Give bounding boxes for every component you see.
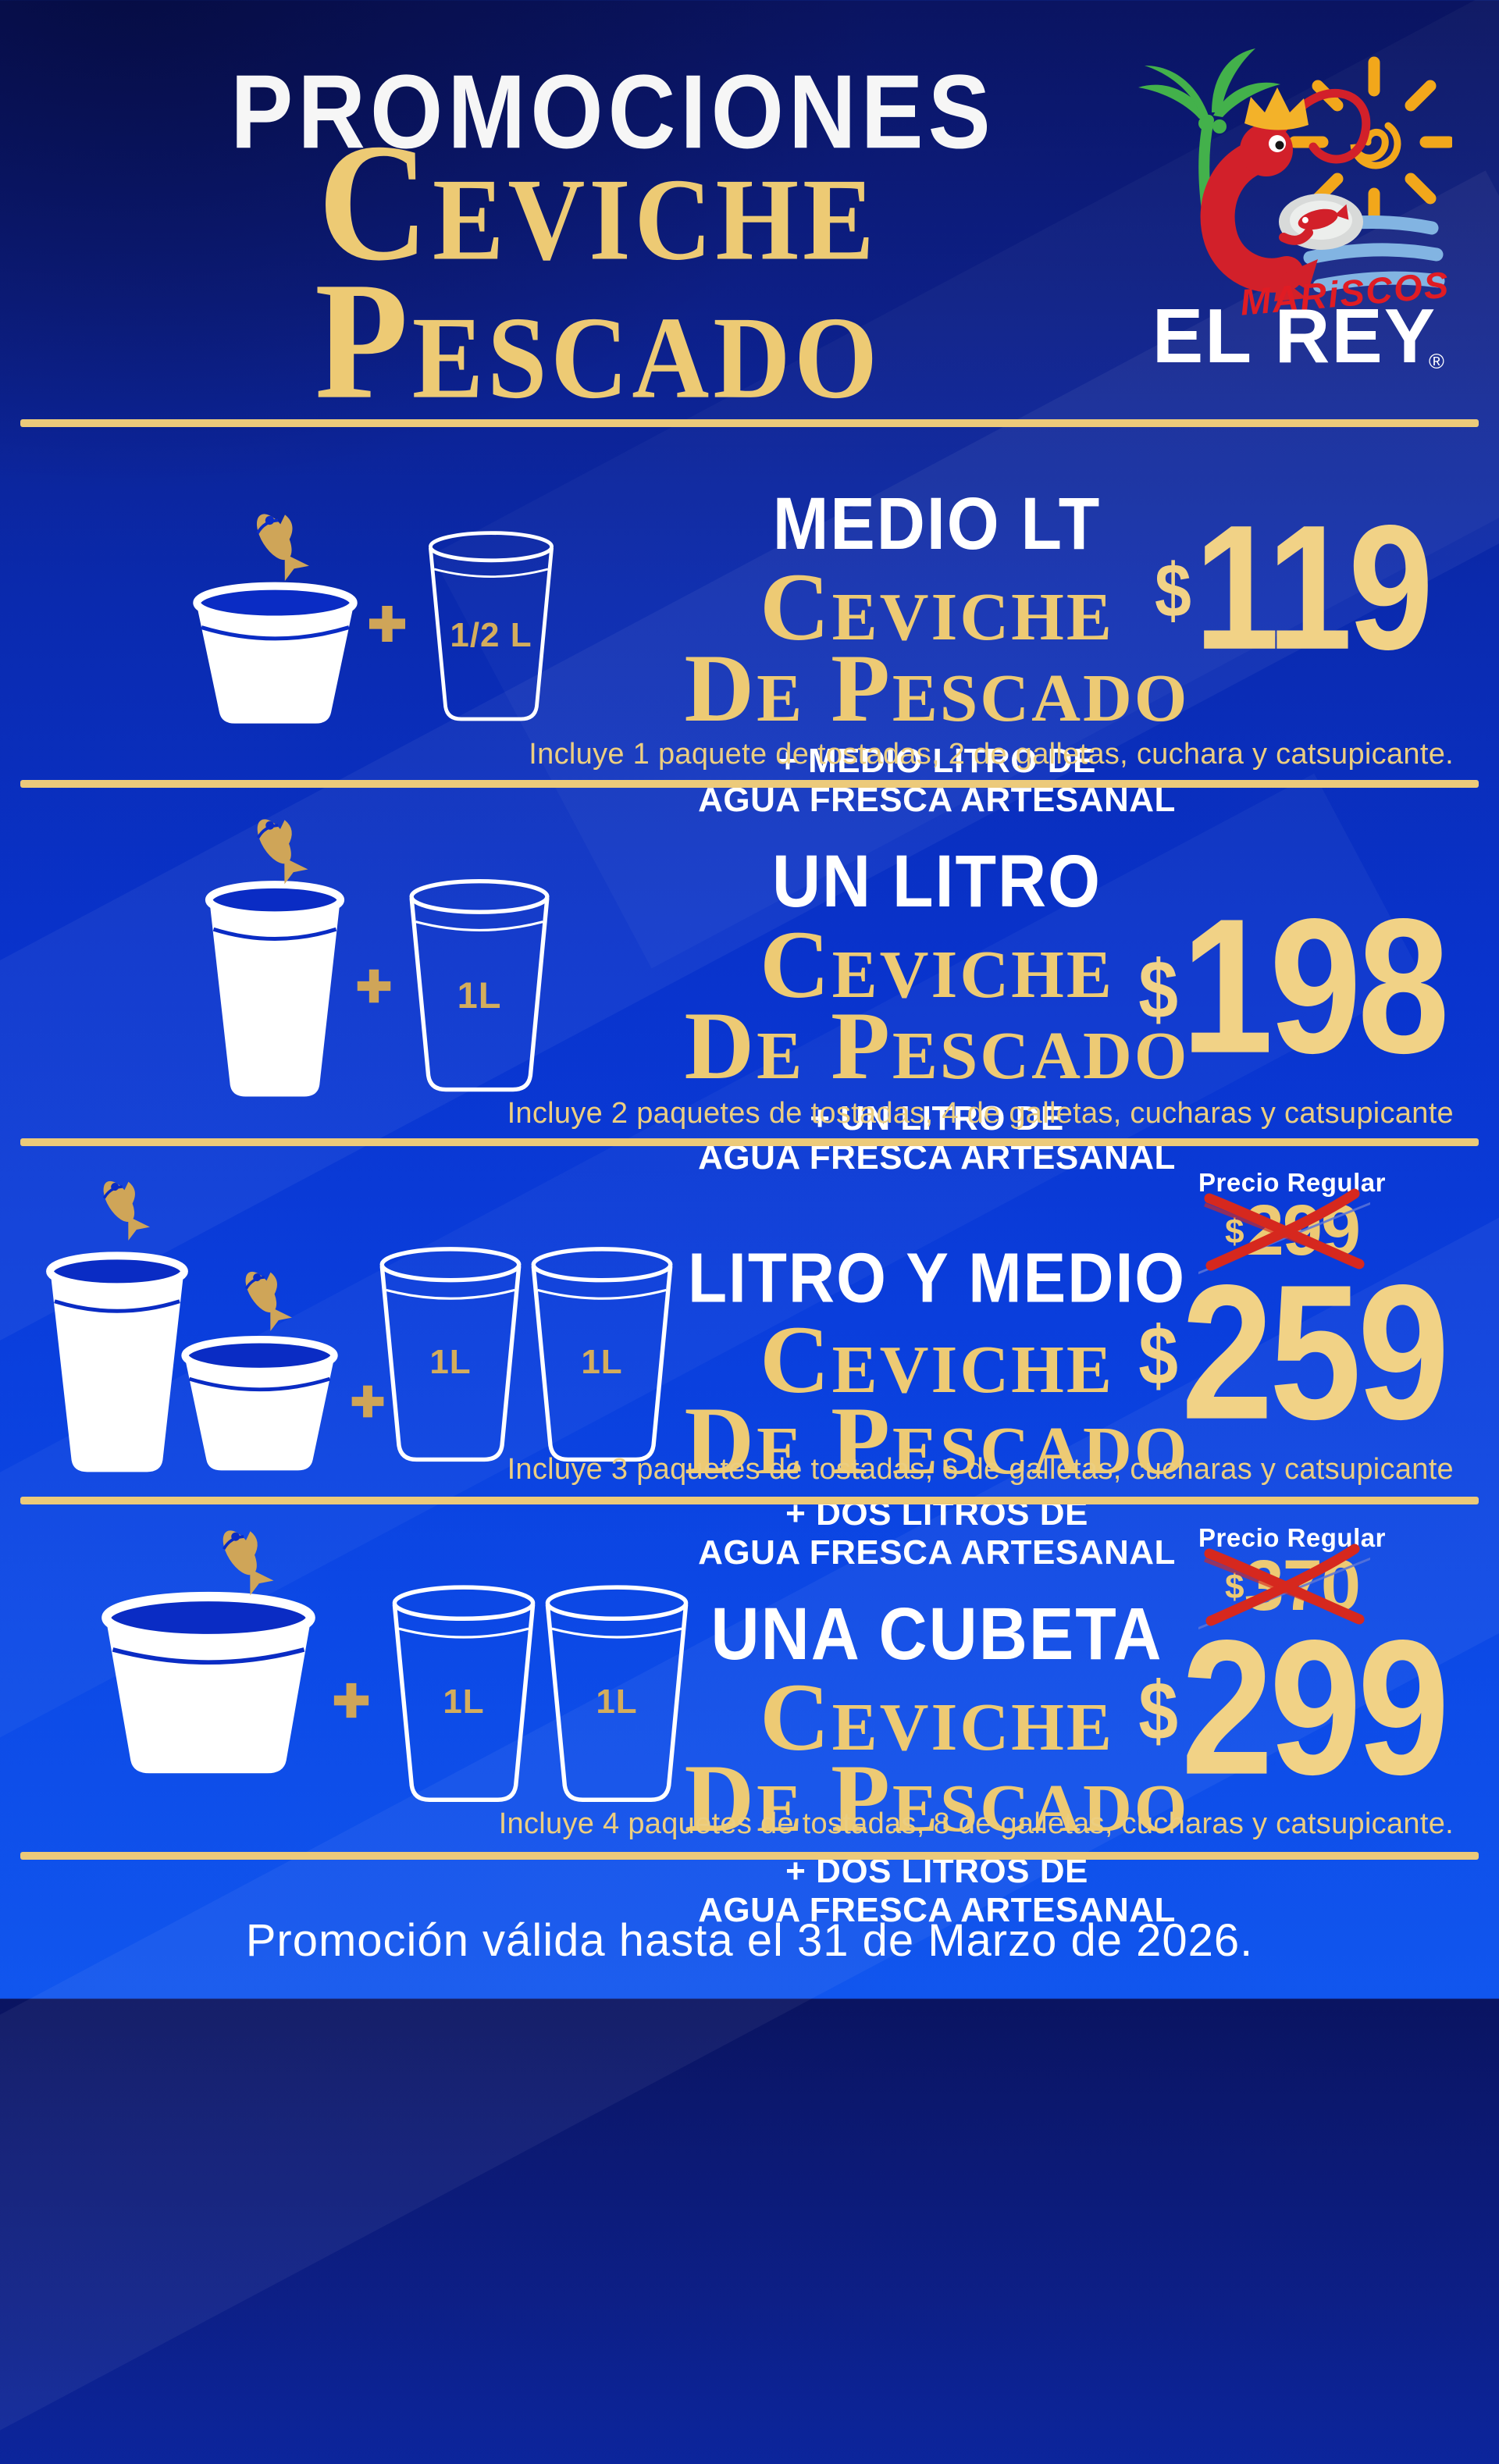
poster-subtitle-line1: Ceviche	[318, 109, 878, 296]
fish-icon	[228, 788, 322, 897]
promo-price: $119	[1109, 499, 1476, 676]
promo-text: MEDIO LT Ceviche De Pescado + MEDIO LITR…	[648, 482, 1226, 819]
includes-note: Incluye 2 paquetes de tostadas, 4 de gal…	[507, 1097, 1454, 1130]
ceviche-tub-icon	[191, 571, 359, 735]
promo-row-una-cubeta: 1L 1L UNA CUBETA Ceviche De Pescado + DO…	[0, 1504, 1499, 1929]
cup-volume-label: 1/2 L	[450, 616, 532, 654]
price-block: $198	[1109, 889, 1476, 1081]
fish-icon	[77, 1152, 162, 1252]
ceviche-cup-icon	[45, 1241, 189, 1477]
promo-price: $198	[1109, 889, 1476, 1082]
price-block: Precio Regular $299 $259	[1109, 1170, 1476, 1448]
price-value: 259	[1180, 1244, 1450, 1460]
price-value: 119	[1194, 488, 1433, 687]
poster-title: PROMOCIONES	[230, 53, 995, 171]
product-line1: Ceviche	[760, 1664, 1114, 1771]
registered-mark: ®	[1429, 350, 1444, 373]
cup-volume-label: 1L	[443, 1682, 485, 1721]
promo-price: $259	[1109, 1256, 1476, 1448]
fish-icon	[194, 1500, 287, 1608]
currency-sign: $	[1138, 1665, 1178, 1757]
cup-volume-label: 1L	[457, 974, 502, 1016]
currency-sign: $	[1138, 943, 1178, 1036]
plus-icon	[332, 1681, 371, 1720]
promo-extra-line2: AGUA FRESCA ARTESANAL	[698, 1890, 1176, 1929]
divider	[20, 780, 1479, 788]
poster-subtitle: Ceviche Pescado	[52, 109, 1145, 434]
validity-note: Promoción válida hasta el 31 de Marzo de…	[245, 1915, 1254, 1966]
includes-note: Incluye 1 paquete de tostadas, 2 de gall…	[529, 738, 1454, 771]
divider	[20, 1497, 1479, 1504]
price-block: Precio Regular $370 $299	[1109, 1525, 1476, 1803]
brand-main-text: EL REY	[1152, 293, 1437, 376]
promo-extra-line1: + MEDIO LITRO DE	[778, 742, 1096, 781]
poster-subtitle-line2: Pescado	[315, 247, 881, 434]
regular-price-crossed: $299	[1225, 1197, 1359, 1265]
product-line2: De Pescado	[684, 992, 1190, 1100]
cup-volume-label: 1L	[429, 1343, 472, 1381]
product-line2: De Pescado	[684, 635, 1190, 742]
promo-heading: UN LITRO	[771, 840, 1102, 923]
title-section: PROMOCIONES Ceviche Pescado	[0, 0, 1499, 434]
plate-fish-icon	[1298, 204, 1349, 230]
plus-icon	[367, 604, 408, 644]
promo-text: UN LITRO Ceviche De Pescado + UN LITRO D…	[648, 839, 1226, 1177]
promo-extra-line2: AGUA FRESCA ARTESANAL	[698, 1533, 1176, 1572]
promo-extra-line1: + UN LITRO DE	[810, 1099, 1064, 1138]
regular-price-block: Precio Regular $370	[1109, 1525, 1476, 1620]
fish-icon	[226, 482, 323, 594]
regular-price-block: Precio Regular $299	[1109, 1170, 1476, 1265]
promo-row-litro-y-medio: 1L 1L LITRO Y MEDIO Ceviche De Pescado +…	[0, 1146, 1499, 1572]
ceviche-cup-icon	[205, 871, 345, 1102]
product-line1: Ceviche	[760, 554, 1114, 661]
ceviche-bucket-icon	[100, 1579, 317, 1785]
fish-icon	[219, 1243, 304, 1343]
currency-sign: $	[1138, 1309, 1178, 1402]
promo-text: UNA CUBETA Ceviche De Pescado + DOS LITR…	[648, 1592, 1226, 1929]
divider	[20, 419, 1479, 427]
product-line1: Ceviche	[760, 1306, 1114, 1413]
background-swoosh	[0, 0, 992, 562]
cup-volume-label: 1L	[596, 1682, 638, 1721]
currency-sign: $	[1154, 547, 1191, 633]
cup-volume-label: 1L	[581, 1343, 623, 1381]
promo-row-medio-lt: 1/2 L MEDIO LT Ceviche De Pescado + MEDI…	[0, 427, 1499, 819]
includes-note: Incluye 4 paquetes de tostadas, 8 de gal…	[498, 1807, 1454, 1840]
promo-heading: UNA CUBETA	[710, 1593, 1163, 1675]
promo-row-un-litro: 1L UN LITRO Ceviche De Pescado + UN LITR…	[0, 788, 1499, 1177]
shrimp-icon	[1200, 87, 1371, 301]
product-line2: De Pescado	[684, 1387, 1190, 1495]
promo-heading: MEDIO LT	[772, 482, 1102, 565]
promo-price: $299	[1109, 1611, 1476, 1803]
plus-icon	[355, 967, 393, 1005]
product-line1: Ceviche	[760, 911, 1114, 1018]
ceviche-tub-icon	[180, 1326, 340, 1481]
price-value: 198	[1180, 878, 1450, 1093]
regular-price-crossed: $370	[1225, 1552, 1359, 1620]
price-value: 299	[1180, 1600, 1450, 1815]
price-block: $119	[1109, 499, 1476, 676]
promo-heading: LITRO Y MEDIO	[687, 1239, 1187, 1318]
includes-note: Incluye 3 paquetes de tostadas, 6 de gal…	[507, 1453, 1454, 1486]
mariscos-el-rey-logo: MARiSCOS EL REY ®	[1138, 48, 1452, 376]
promo-text: LITRO Y MEDIO Ceviche De Pescado + DOS L…	[648, 1238, 1226, 1572]
product-line2: De Pescado	[684, 1745, 1190, 1853]
divider	[20, 1138, 1479, 1146]
divider	[20, 1852, 1479, 1860]
